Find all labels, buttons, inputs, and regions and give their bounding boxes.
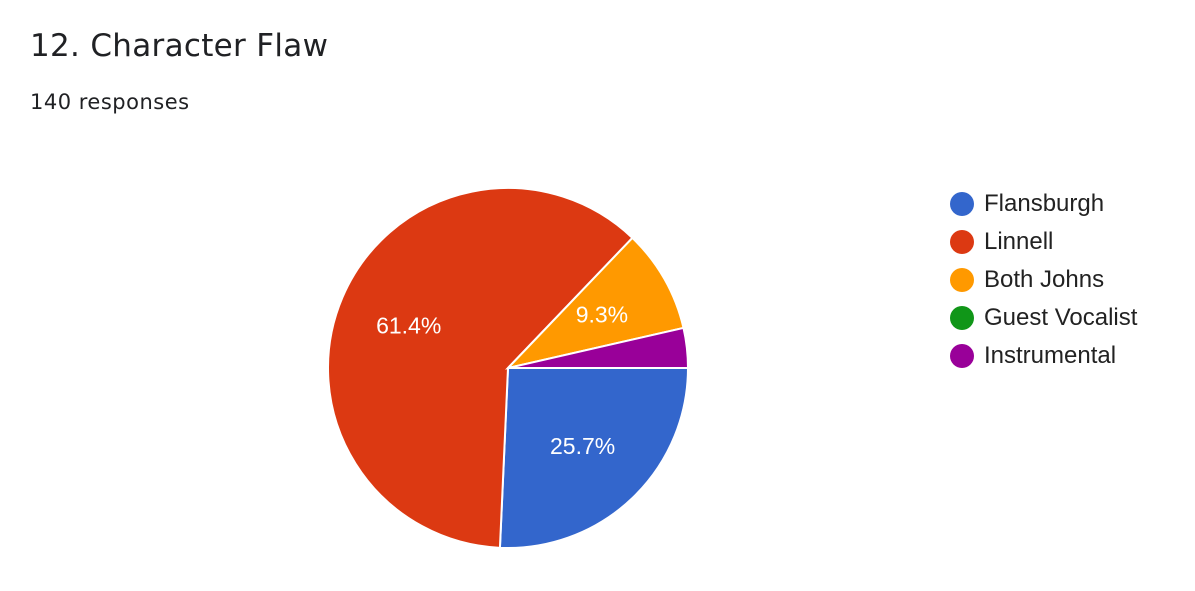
- legend-label: Instrumental: [984, 342, 1117, 369]
- legend-item[interactable]: Flansburgh: [950, 185, 1137, 223]
- pie-slice-flansburgh[interactable]: [498, 367, 690, 549]
- legend-swatch: [950, 306, 974, 330]
- legend-label: Guest Vocalist: [984, 304, 1138, 331]
- pie-slice-linnell[interactable]: [327, 187, 634, 549]
- legend-item[interactable]: Linnell: [950, 223, 1137, 261]
- slice-label: 9.3%: [576, 302, 628, 328]
- legend: Flansburgh Linnell Both Johns Guest Vocalis…: [950, 185, 1137, 375]
- legend-swatch: [950, 344, 974, 368]
- legend-item[interactable]: Instrumental: [950, 337, 1137, 375]
- legend-item[interactable]: Both Johns: [950, 261, 1137, 299]
- pie-slice-instrumental[interactable]: [507, 326, 690, 369]
- legend-item[interactable]: Guest Vocalist: [950, 299, 1137, 337]
- legend-swatch: [950, 230, 974, 254]
- pie-slice-both-johns[interactable]: [504, 236, 685, 370]
- question-title: 12. Character Flaw: [30, 28, 329, 64]
- slice-label: 25.7%: [550, 433, 615, 459]
- legend-swatch: [950, 268, 974, 292]
- legend-label: Both Johns: [984, 266, 1105, 293]
- response-count: 140 responses: [30, 90, 190, 114]
- slice-label: 61.4%: [376, 313, 441, 339]
- legend-swatch: [950, 192, 974, 216]
- legend-label: Linnell: [984, 228, 1054, 255]
- legend-label: Flansburgh: [984, 190, 1105, 217]
